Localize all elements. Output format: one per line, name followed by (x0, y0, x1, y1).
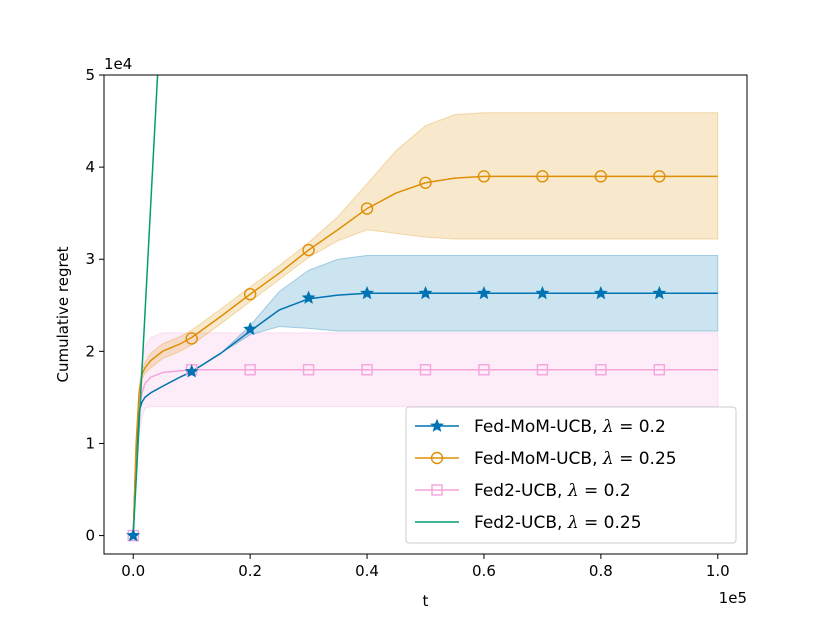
legend: Fed-MoM-UCB, λ = 0.2 Fed-MoM-UCB, λ = 0.2… (405, 406, 737, 544)
y-axis-multiplier: 1e4 (104, 55, 132, 73)
marker-series-1 (243, 321, 258, 336)
marker-series-3 (653, 364, 666, 376)
legend-label-4: Fed2-UCB, λ = 0.25 (474, 513, 642, 533)
series-lines (132, 75, 718, 536)
marker-series-1 (477, 286, 491, 300)
marker-series-2 (185, 332, 198, 345)
marker-series-2 (243, 288, 257, 301)
x-tick-label: 0.2 (238, 562, 262, 580)
line-series-2 (132, 175, 718, 536)
y-axis-ticks: 0 1 2 3 4 5 (85, 66, 104, 545)
legend-label-2: Fed-MoM-UCB, λ = 0.25 (474, 449, 677, 469)
marker-series-1 (184, 364, 199, 378)
marker-series-1 (360, 286, 374, 300)
marker-series-3 (595, 364, 607, 376)
marker-series-2 (360, 202, 374, 215)
y-axis-label: Cumulative regret (54, 246, 72, 382)
x-axis-multiplier: 1e5 (719, 589, 747, 607)
y-tick-label: 4 (85, 158, 95, 176)
legend-marker-1 (430, 418, 444, 432)
marker-series-2 (653, 170, 666, 183)
x-tick-label: 0.0 (121, 562, 145, 580)
legend-marker-3 (431, 484, 443, 496)
y-tick-label: 5 (85, 66, 95, 84)
y-tick-label: 3 (85, 250, 95, 268)
marker-series-2 (594, 170, 608, 183)
marker-series-1 (418, 286, 433, 300)
legend-label-1: Fed-MoM-UCB, λ = 0.2 (474, 417, 666, 437)
marker-series-2 (302, 243, 315, 257)
series-markers (126, 170, 667, 542)
marker-series-3 (244, 364, 256, 376)
marker-series-1 (593, 286, 608, 300)
marker-series-3 (478, 364, 490, 376)
marker-series-1 (535, 286, 550, 300)
x-axis-label: t (423, 592, 429, 610)
legend-marker-2 (430, 451, 444, 465)
x-tick-label: 0.4 (355, 562, 379, 580)
marker-series-3 (419, 364, 432, 376)
x-tick-label: 0.8 (589, 562, 613, 580)
plot-area-frame (103, 74, 748, 555)
x-axis-ticks: 0.0 0.2 0.4 0.6 0.8 1.0 (121, 554, 730, 580)
marker-series-3 (302, 364, 315, 376)
x-tick-label: 1.0 (706, 562, 730, 580)
line-series-4 (132, 75, 159, 536)
marker-series-2 (419, 176, 432, 189)
marker-series-3 (536, 364, 549, 376)
marker-series-1 (652, 286, 667, 300)
x-tick-label: 0.6 (472, 562, 496, 580)
legend-label-3: Fed2-UCB, λ = 0.2 (474, 481, 631, 501)
line-series-1 (132, 292, 718, 536)
marker-series-2 (477, 170, 491, 183)
marker-series-3 (361, 364, 373, 376)
y-tick-label: 0 (85, 527, 95, 545)
y-tick-label: 2 (85, 342, 95, 360)
marker-series-2 (536, 170, 549, 183)
legend-frame (405, 406, 737, 544)
y-tick-label: 1 (85, 434, 95, 452)
marker-series-1 (301, 290, 316, 304)
marker-series-1 (126, 528, 141, 542)
